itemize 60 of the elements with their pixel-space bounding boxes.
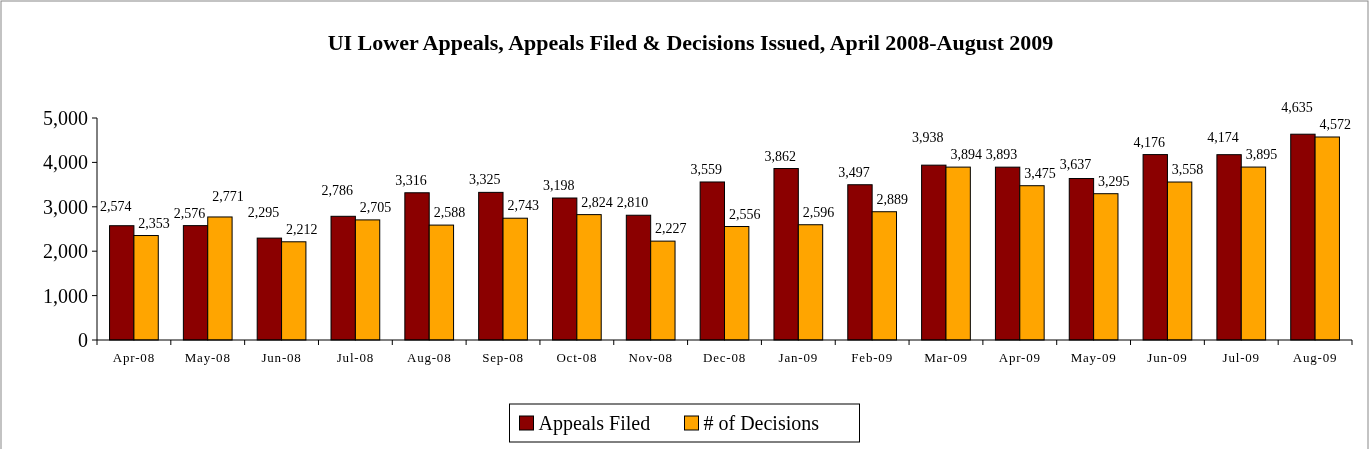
x-tick-label: Aug-09 (1292, 350, 1338, 365)
x-tick-label: Mar-09 (924, 350, 968, 365)
y-tick-label: 1,000 (43, 284, 88, 307)
data-label: 3,938 (912, 130, 944, 146)
data-label: 3,475 (1024, 165, 1056, 181)
data-label: 3,325 (469, 172, 501, 188)
data-label: 2,227 (655, 221, 687, 237)
x-tick-label: Sep-08 (482, 350, 524, 365)
y-tick-label: 4,000 (43, 151, 88, 174)
x-tick-label: Aug-08 (406, 350, 452, 365)
data-label: 3,497 (838, 164, 870, 180)
data-label: 2,596 (802, 204, 835, 220)
data-label: 2,705 (359, 199, 392, 215)
x-tick-label: Apr-09 (998, 350, 1041, 365)
data-label: 2,588 (433, 205, 466, 221)
legend-label: Appeals Filed (538, 412, 651, 435)
data-label: 4,635 (1281, 100, 1313, 115)
x-tick-label: May-08 (184, 350, 231, 365)
data-label: 3,895 (1245, 147, 1278, 163)
y-tick-label: 2,000 (43, 240, 88, 263)
data-label: 4,176 (1133, 134, 1166, 150)
x-tick-label: Feb-09 (851, 350, 893, 365)
data-label: 2,212 (285, 221, 318, 237)
data-label: 3,893 (985, 147, 1018, 163)
data-label: 3,559 (690, 161, 723, 177)
data-label: 4,572 (1319, 117, 1352, 132)
x-tick-label: Nov-08 (628, 350, 673, 365)
data-label: 2,574 (99, 198, 132, 214)
x-tick-label: Jan-09 (778, 350, 819, 365)
data-label: 2,786 (321, 182, 353, 198)
data-label: 2,353 (138, 215, 170, 231)
data-label: 2,771 (212, 188, 244, 204)
x-tick-label: May-09 (1070, 350, 1117, 365)
data-label: 2,576 (173, 205, 206, 221)
data-label: 2,810 (616, 195, 649, 211)
data-label: 3,316 (395, 172, 427, 188)
y-tick-label: 5,000 (43, 107, 88, 129)
data-label: 2,743 (507, 198, 539, 214)
x-tick-label: Dec-08 (702, 350, 747, 365)
x-tick-label: Jun-08 (261, 350, 302, 365)
x-tick-label: Jun-09 (1147, 350, 1188, 365)
chart-title: UI Lower Appeals, Appeals Filed & Decisions Issued, April 2008-August 2009 (327, 30, 1054, 55)
data-label: 3,558 (1171, 162, 1204, 178)
data-label: 2,889 (876, 191, 909, 207)
y-tick-label: 0 (78, 329, 88, 351)
data-label: 3,198 (542, 177, 575, 193)
data-label: 3,862 (764, 148, 796, 164)
data-label: 4,174 (1207, 130, 1239, 146)
data-label: 2,295 (247, 204, 280, 220)
y-tick-label: 3,000 (43, 195, 88, 218)
x-tick-label: Jul-08 (336, 350, 375, 365)
legend-label: # of Decisions (703, 412, 820, 434)
data-label: 3,637 (1059, 156, 1092, 172)
data-label: 3,295 (1098, 173, 1130, 189)
data-label: 2,824 (581, 194, 613, 210)
data-label: 3,894 (950, 147, 982, 163)
data-label: 2,556 (728, 206, 761, 222)
x-tick-label: Oct-08 (556, 350, 598, 365)
x-tick-label: Apr-08 (112, 350, 155, 365)
x-tick-label: Jul-09 (1222, 350, 1260, 365)
